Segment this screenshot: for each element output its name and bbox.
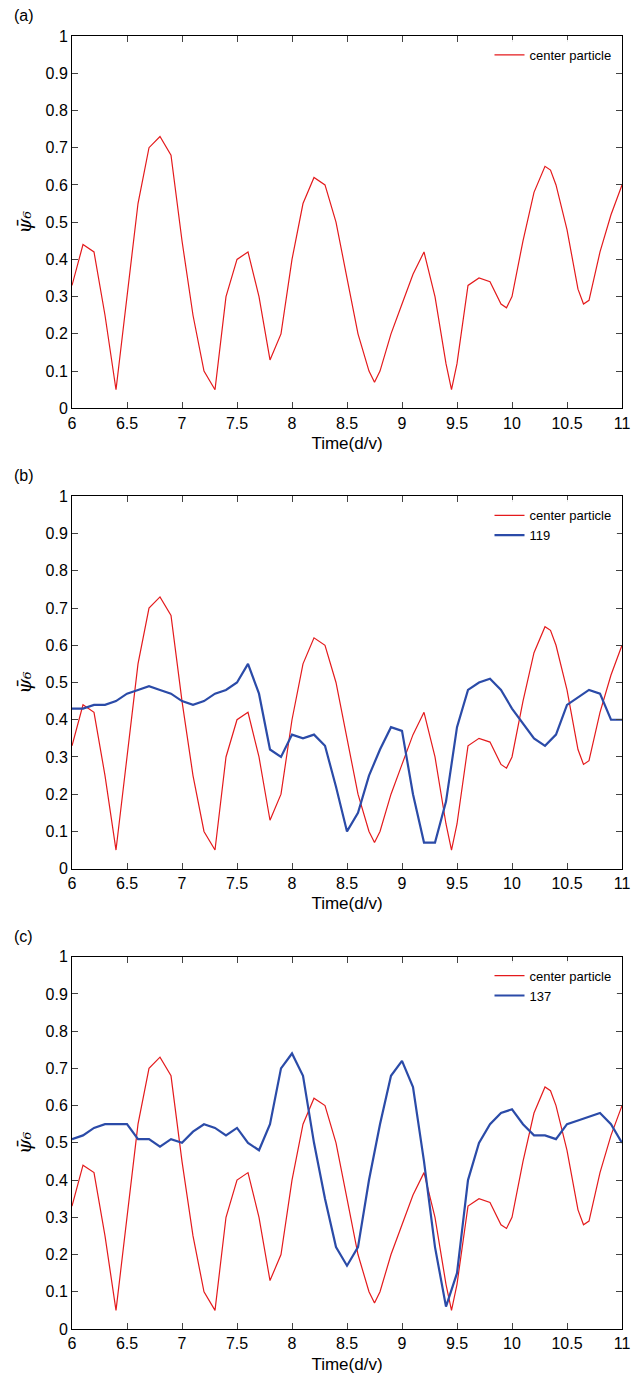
svg-text:0.9: 0.9 [46, 65, 68, 82]
svg-text:Time(d/v): Time(d/v) [311, 894, 382, 913]
svg-text:0.2: 0.2 [46, 1246, 68, 1263]
svg-text:9: 9 [398, 1335, 407, 1352]
svg-text:1: 1 [59, 488, 68, 505]
svg-text:6.5: 6.5 [116, 415, 138, 432]
svg-text:0.2: 0.2 [46, 325, 68, 342]
svg-text:0: 0 [59, 1321, 68, 1338]
svg-text:ψ̄₆: ψ̄₆ [13, 1131, 35, 1154]
svg-text:11: 11 [614, 875, 631, 892]
svg-text:8.5: 8.5 [336, 875, 358, 892]
svg-text:0.3: 0.3 [46, 749, 68, 766]
svg-text:center particle: center particle [530, 969, 612, 984]
svg-text:7: 7 [178, 875, 187, 892]
svg-text:Time(d/v): Time(d/v) [311, 434, 382, 453]
svg-text:0.3: 0.3 [46, 1209, 68, 1226]
svg-text:9.5: 9.5 [446, 415, 468, 432]
svg-text:0.6: 0.6 [46, 637, 68, 654]
svg-text:7.5: 7.5 [226, 1335, 248, 1352]
svg-text:10: 10 [503, 415, 521, 432]
svg-text:ψ̄₆: ψ̄₆ [13, 671, 35, 694]
svg-text:0.5: 0.5 [46, 674, 68, 691]
svg-text:9.5: 9.5 [446, 1335, 468, 1352]
svg-text:10.5: 10.5 [551, 1335, 582, 1352]
svg-text:10.5: 10.5 [551, 415, 582, 432]
svg-text:0.9: 0.9 [46, 525, 68, 542]
svg-text:(b): (b) [14, 467, 34, 484]
svg-text:7: 7 [178, 1335, 187, 1352]
svg-text:8.5: 8.5 [336, 1335, 358, 1352]
svg-text:0.5: 0.5 [46, 214, 68, 231]
svg-text:6.5: 6.5 [116, 1335, 138, 1352]
svg-text:0.8: 0.8 [46, 1023, 68, 1040]
svg-text:0: 0 [59, 400, 68, 417]
svg-text:10: 10 [503, 875, 521, 892]
svg-text:9: 9 [398, 875, 407, 892]
svg-text:6: 6 [68, 875, 77, 892]
svg-text:119: 119 [530, 528, 551, 543]
svg-text:0.7: 0.7 [46, 600, 68, 617]
svg-text:7.5: 7.5 [226, 875, 248, 892]
svg-text:center particle: center particle [530, 48, 612, 63]
svg-text:8: 8 [288, 415, 297, 432]
svg-text:10: 10 [503, 1335, 521, 1352]
svg-text:9: 9 [398, 415, 407, 432]
svg-text:7.5: 7.5 [226, 415, 248, 432]
svg-text:0.4: 0.4 [46, 1172, 68, 1189]
svg-text:0.2: 0.2 [46, 786, 68, 803]
svg-text:7: 7 [178, 415, 187, 432]
svg-text:0: 0 [59, 860, 68, 877]
svg-text:11: 11 [614, 415, 631, 432]
svg-text:0.7: 0.7 [46, 1060, 68, 1077]
svg-text:0.4: 0.4 [46, 251, 68, 268]
svg-text:8: 8 [288, 875, 297, 892]
svg-text:0.1: 0.1 [46, 363, 68, 380]
svg-text:137: 137 [530, 989, 552, 1004]
svg-text:0.4: 0.4 [46, 711, 68, 728]
svg-text:(c): (c) [14, 928, 33, 945]
svg-text:0.8: 0.8 [46, 102, 68, 119]
svg-text:6: 6 [68, 1335, 77, 1352]
svg-text:Time(d/v): Time(d/v) [311, 1355, 382, 1374]
svg-text:0.6: 0.6 [46, 1097, 68, 1114]
svg-text:9.5: 9.5 [446, 875, 468, 892]
svg-text:6: 6 [68, 415, 77, 432]
svg-text:6.5: 6.5 [116, 875, 138, 892]
svg-text:center particle: center particle [530, 508, 612, 523]
svg-text:11: 11 [614, 1335, 631, 1352]
svg-text:ψ̄₆: ψ̄₆ [13, 211, 35, 234]
svg-text:(a): (a) [14, 7, 34, 24]
svg-text:0.9: 0.9 [46, 985, 68, 1002]
svg-text:0.5: 0.5 [46, 1134, 68, 1151]
svg-text:0.1: 0.1 [46, 823, 68, 840]
svg-text:1: 1 [59, 948, 68, 965]
svg-text:0.1: 0.1 [46, 1283, 68, 1300]
svg-text:8.5: 8.5 [336, 415, 358, 432]
svg-text:0.3: 0.3 [46, 288, 68, 305]
svg-text:8: 8 [288, 1335, 297, 1352]
svg-text:1: 1 [59, 28, 68, 45]
svg-text:0.6: 0.6 [46, 177, 68, 194]
svg-text:0.7: 0.7 [46, 139, 68, 156]
svg-text:0.8: 0.8 [46, 562, 68, 579]
svg-text:10.5: 10.5 [551, 875, 582, 892]
